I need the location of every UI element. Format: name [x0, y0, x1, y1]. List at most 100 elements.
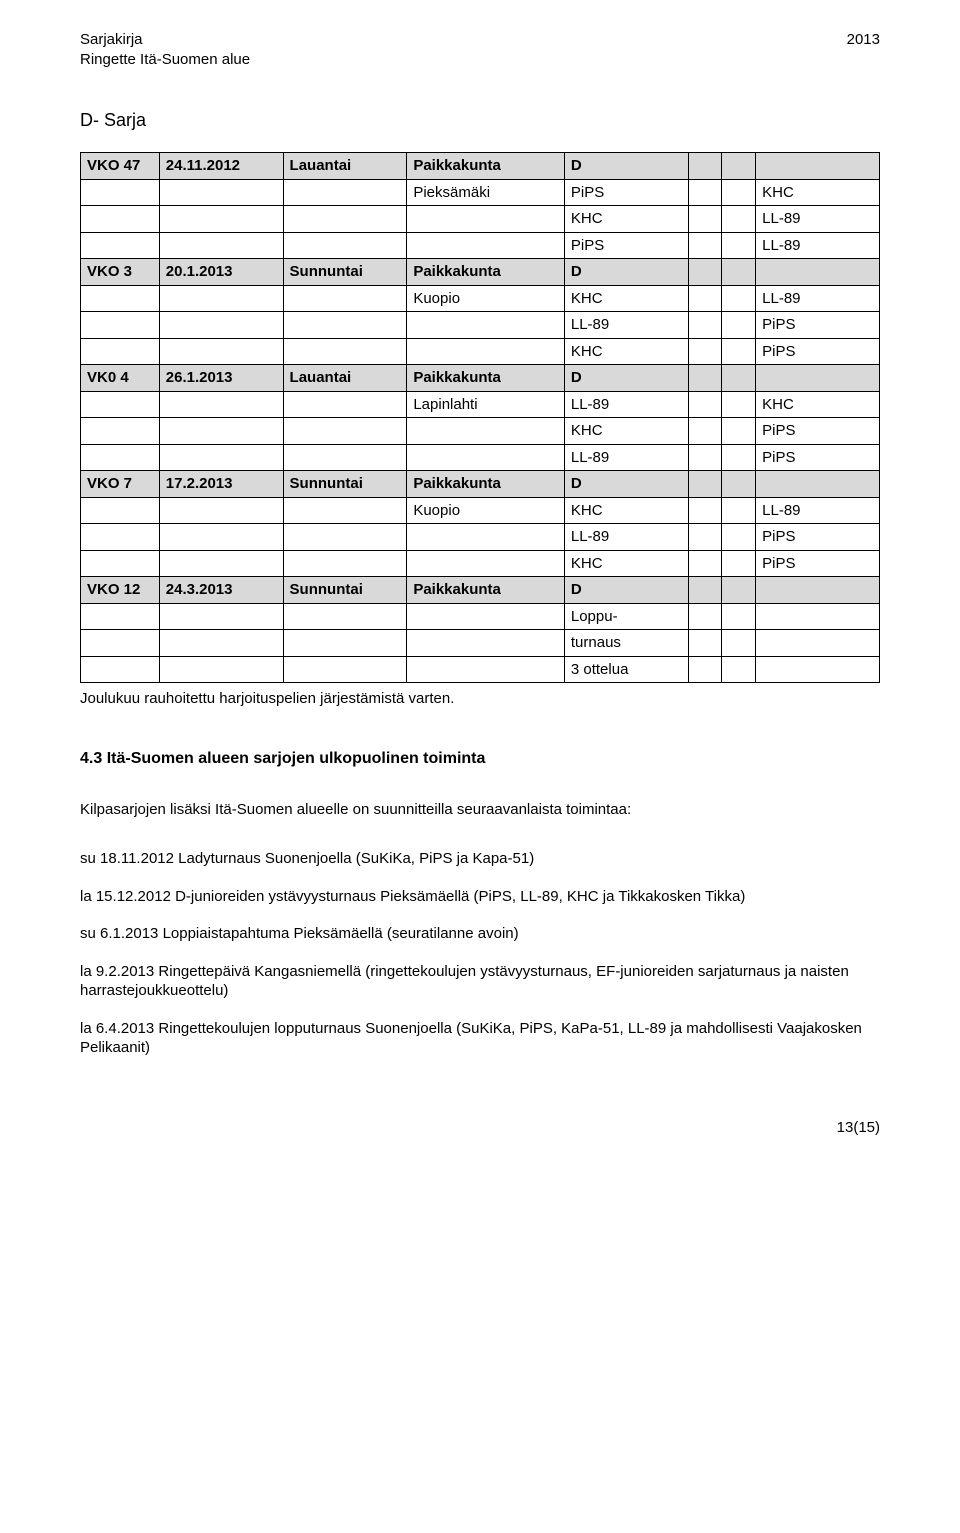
table-cell [756, 630, 880, 657]
table-cell [688, 206, 722, 233]
table-cell [722, 312, 756, 339]
table-cell [722, 259, 756, 286]
table-cell [283, 391, 407, 418]
table-note: Joulukuu rauhoitettu harjoituspelien jär… [80, 689, 880, 709]
table-cell [159, 206, 283, 233]
table-cell [756, 577, 880, 604]
table-cell [688, 418, 722, 445]
table-cell: D [564, 259, 688, 286]
table-cell [688, 630, 722, 657]
table-cell: LL-89 [564, 524, 688, 551]
table-cell [283, 524, 407, 551]
table-cell: Sunnuntai [283, 259, 407, 286]
table-cell: VKO 7 [81, 471, 160, 498]
table-cell [283, 630, 407, 657]
table-cell: Lauantai [283, 153, 407, 180]
table-cell: KHC [564, 550, 688, 577]
table-cell: VKO 12 [81, 577, 160, 604]
table-cell: KHC [564, 338, 688, 365]
table-cell [756, 153, 880, 180]
table-row: LL-89 PiPS [81, 312, 880, 339]
table-cell [756, 365, 880, 392]
table-cell: PiPS [756, 338, 880, 365]
table-cell [688, 656, 722, 683]
table-cell: KHC [564, 285, 688, 312]
table-cell [283, 418, 407, 445]
table-cell [756, 656, 880, 683]
table-cell: D [564, 365, 688, 392]
table-cell [722, 232, 756, 259]
event-item: la 15.12.2012 D-junioreiden ystävyysturn… [80, 887, 880, 907]
table-cell [688, 497, 722, 524]
table-cell [722, 550, 756, 577]
table-cell [159, 444, 283, 471]
table-cell [722, 524, 756, 551]
table-row: VK0 426.1.2013LauantaiPaikkakuntaD [81, 365, 880, 392]
table-cell: KHC [756, 391, 880, 418]
table-cell: KHC [564, 418, 688, 445]
table-cell: LL-89 [756, 285, 880, 312]
table-cell [688, 577, 722, 604]
header-left-1: Sarjakirja [80, 30, 250, 50]
table-cell [722, 285, 756, 312]
table-cell: LL-89 [564, 312, 688, 339]
table-cell [159, 232, 283, 259]
table-cell: LL-89 [564, 391, 688, 418]
table-cell [283, 206, 407, 233]
table-cell [159, 497, 283, 524]
table-cell: Paikkakunta [407, 153, 565, 180]
table-row: LapinlahtiLL-89 KHC [81, 391, 880, 418]
page-number: 13(15) [80, 1118, 880, 1138]
event-item: la 6.4.2013 Ringettekoulujen lopputurnau… [80, 1019, 880, 1058]
table-cell [283, 550, 407, 577]
table-cell [81, 206, 160, 233]
table-cell: D [564, 577, 688, 604]
table-cell [283, 656, 407, 683]
table-cell [722, 418, 756, 445]
table-cell [283, 179, 407, 206]
table-cell: Paikkakunta [407, 259, 565, 286]
event-list: su 18.11.2012 Ladyturnaus Suonenjoella (… [80, 849, 880, 1058]
table-cell [722, 656, 756, 683]
table-cell [688, 312, 722, 339]
table-cell [81, 338, 160, 365]
table-cell [283, 312, 407, 339]
table-cell: Paikkakunta [407, 365, 565, 392]
table-cell [722, 338, 756, 365]
table-cell: LL-89 [564, 444, 688, 471]
header-right: 2013 [847, 30, 880, 69]
table-cell: PiPS [756, 444, 880, 471]
table-cell [688, 444, 722, 471]
table-cell: 3 ottelua [564, 656, 688, 683]
table-cell [283, 603, 407, 630]
table-cell: PiPS [756, 312, 880, 339]
table-cell [159, 338, 283, 365]
table-cell [688, 603, 722, 630]
table-cell: KHC [564, 497, 688, 524]
table-cell [159, 524, 283, 551]
table-cell: 20.1.2013 [159, 259, 283, 286]
table-cell [81, 444, 160, 471]
table-cell: KHC [564, 206, 688, 233]
table-cell: Lapinlahti [407, 391, 565, 418]
table-cell: 17.2.2013 [159, 471, 283, 498]
table-cell: D [564, 153, 688, 180]
table-cell: LL-89 [756, 497, 880, 524]
schedule-table: VKO 4724.11.2012LauantaiPaikkakuntaDPiek… [80, 152, 880, 683]
table-cell [407, 312, 565, 339]
table-row: KuopioKHC LL-89 [81, 285, 880, 312]
table-cell: PiPS [756, 524, 880, 551]
table-cell: Kuopio [407, 285, 565, 312]
table-row: KHCPiPS [81, 550, 880, 577]
table-cell: Lauantai [283, 365, 407, 392]
table-cell [159, 550, 283, 577]
table-cell: Sunnuntai [283, 471, 407, 498]
table-cell [159, 312, 283, 339]
table-cell [722, 179, 756, 206]
table-cell [283, 285, 407, 312]
table-cell [756, 603, 880, 630]
table-cell: PiPS [564, 179, 688, 206]
table-cell [688, 179, 722, 206]
table-cell [722, 206, 756, 233]
table-cell [407, 656, 565, 683]
